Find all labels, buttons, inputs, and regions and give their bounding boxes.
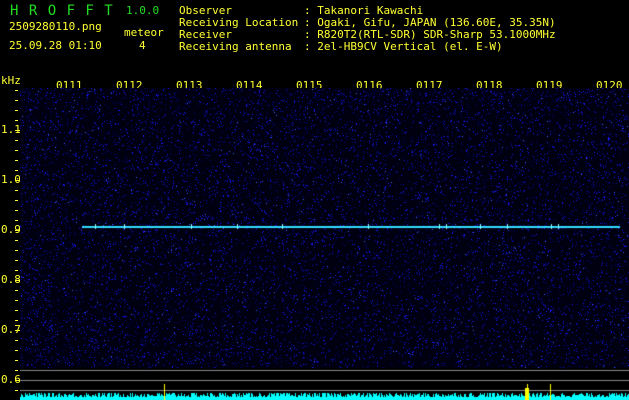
y-tick-mark [15,350,18,351]
y-tick-mark [15,170,18,171]
y-tick-mark [15,270,18,271]
antenna-value: : 2el-HB9CV Vertical (el. E-W) [304,40,503,53]
y-tick-mark [15,380,20,381]
y-tick-mark [15,360,18,361]
y-tick-mark [15,250,18,251]
y-tick-mark [15,230,20,231]
y-tick-label: 1.0 [1,173,21,186]
y-tick-mark [15,90,18,91]
y-tick-label: 1.1 [1,123,21,136]
y-tick-mark [15,370,18,371]
y-tick-mark [15,180,20,181]
y-tick-label: 0.8 [1,273,21,286]
y-tick-mark [15,150,18,151]
y-tick-mark [15,200,18,201]
y-tick-mark [15,130,20,131]
y-tick-mark [15,120,18,121]
y-tick-mark [15,140,18,141]
location-label: Receiving Location [179,16,299,29]
y-tick-mark [15,300,18,301]
y-tick-mark [15,100,18,101]
y-tick-label: 0.9 [1,223,21,236]
y-tick-label: 0.6 [1,373,21,386]
y-tick-mark [15,240,18,241]
receiver-label: Receiver [179,28,232,41]
spectrogram-canvas [20,88,629,400]
antenna-label: Receiving antenna [179,40,292,53]
y-tick-mark [15,320,18,321]
y-tick-mark [15,340,18,341]
receiver-value: : R820T2(RTL-SDR) SDR-Sharp 53.1000MHz [304,28,556,41]
y-tick-mark [15,220,18,221]
y-tick-mark [15,260,18,261]
app-version: 1.0.0 [126,4,160,17]
meteor-count: 4 [139,39,146,52]
y-tick-mark [15,290,18,291]
filename: 2509280110.png [9,20,102,33]
y-unit-label: kHz [1,74,21,87]
app-title: H R O F F T [10,3,114,19]
y-tick-mark [15,160,18,161]
y-tick-mark [15,330,20,331]
y-tick-mark [15,190,18,191]
datetime: 25.09.28 01:10 [9,39,102,52]
observer-label: Observer [179,4,232,17]
y-tick-mark [15,390,18,391]
meteor-label: meteor [124,26,164,39]
y-tick-mark [15,280,20,281]
y-tick-mark [15,310,18,311]
y-tick-label: 0.7 [1,323,21,336]
location-value: : Ogaki, Gifu, JAPAN (136.60E, 35.35N) [304,16,556,29]
y-tick-mark [15,110,18,111]
observer-value: : Takanori Kawachi [304,4,424,17]
y-tick-mark [15,210,18,211]
